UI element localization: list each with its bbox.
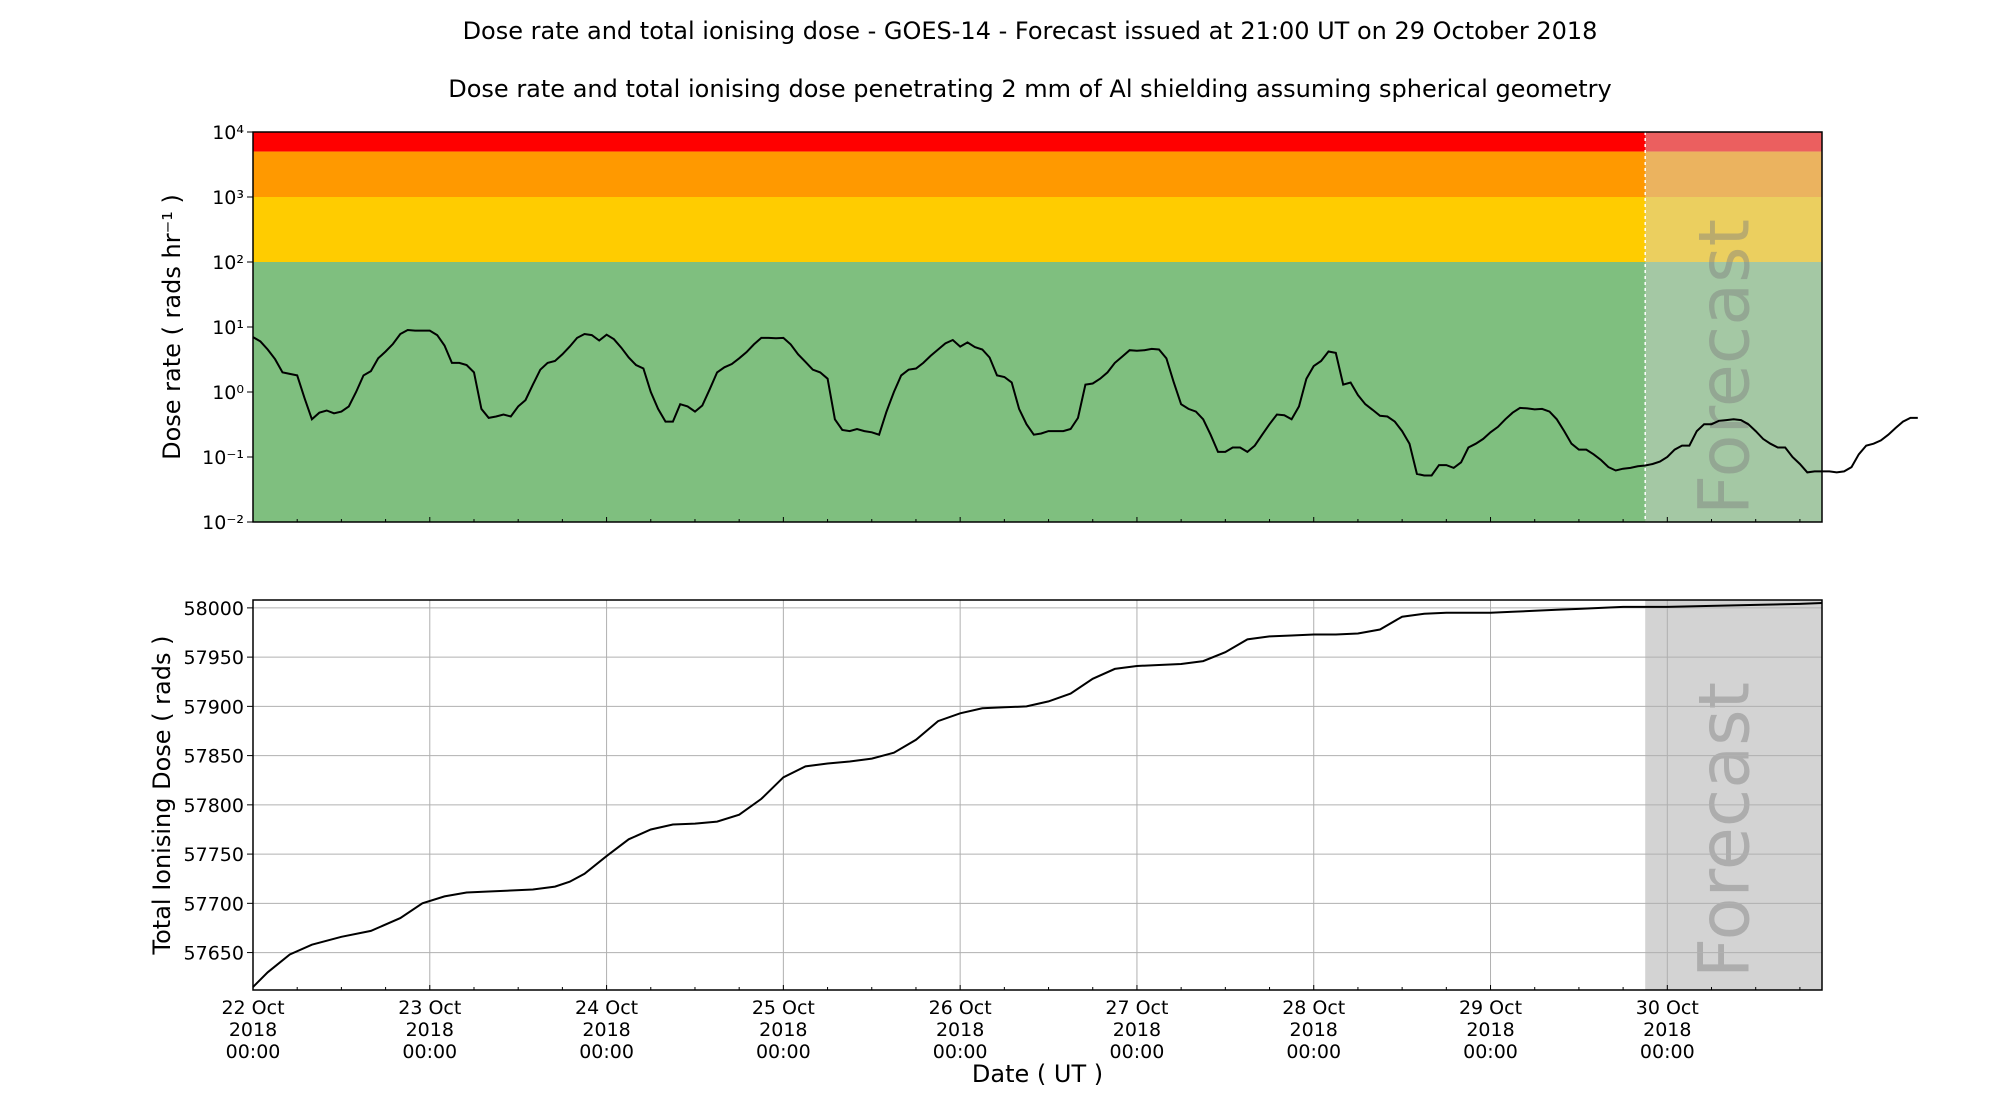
y-tick-label: 57650 (184, 943, 244, 965)
severity-band-1 (253, 151, 1822, 197)
x-tick-label-year: 2018 (229, 1019, 277, 1041)
x-tick-label-year: 2018 (406, 1019, 454, 1041)
y-tick-label: 58000 (184, 598, 244, 620)
x-tick-label-year: 2018 (936, 1019, 984, 1041)
x-tick-label-year: 2018 (582, 1019, 630, 1041)
total-dose-y-ticks: 57650 57700 57750 57800 57850 57900 57950 58000 (184, 598, 253, 965)
dose-rate-panel: Forecast 10⁻² 10⁻¹ 10⁰ 10¹ 10² 10³ 10⁴ Dose ra… (158, 122, 1918, 534)
x-tick-label-day: 26 Oct (929, 997, 992, 1019)
y-tick-label: 10³ (212, 187, 244, 209)
x-tick-label-day: 24 Oct (575, 997, 638, 1019)
y-tick-label: 10⁰ (212, 382, 244, 404)
y-tick-label: 10¹ (212, 317, 244, 339)
x-tick-label-year: 2018 (1643, 1019, 1691, 1041)
severity-bands (253, 132, 1822, 522)
date-x-label: Date ( UT ) (972, 1060, 1103, 1088)
x-tick-label-time: 00:00 (579, 1041, 634, 1063)
y-tick-label: 57900 (184, 696, 244, 718)
x-tick-label-time: 00:00 (756, 1041, 811, 1063)
total-dose-grid (252, 600, 1822, 990)
y-tick-label: 10⁻¹ (202, 447, 244, 469)
y-tick-label: 57700 (184, 893, 244, 915)
forecast-label-top: Forecast (1684, 219, 1766, 515)
y-tick-label: 10⁻² (202, 512, 244, 534)
forecast-shade-bottom (1645, 600, 1822, 990)
y-tick-label: 57850 (184, 746, 244, 768)
x-tick-label-day: 25 Oct (752, 997, 815, 1019)
x-tick-label-day: 23 Oct (398, 997, 461, 1019)
severity-band-3 (253, 262, 1822, 522)
x-tick-label-year: 2018 (759, 1019, 807, 1041)
dose-rate-series (252, 328, 1918, 477)
y-tick-label: 10² (212, 252, 244, 274)
x-tick-label-day: 30 Oct (1636, 997, 1699, 1019)
x-tick-label-year: 2018 (1113, 1019, 1161, 1041)
x-tick-label-time: 00:00 (1463, 1041, 1518, 1063)
severity-band-0 (253, 132, 1822, 152)
x-tick-label-time: 00:00 (1286, 1041, 1341, 1063)
chart-subtitle: Dose rate and total ionising dose penetr… (448, 75, 1612, 103)
x-tick-label-day: 27 Oct (1105, 997, 1168, 1019)
total-dose-axes-frame (252, 599, 1823, 991)
x-tick-label-year: 2018 (1290, 1019, 1338, 1041)
x-tick-label-day: 29 Oct (1459, 997, 1522, 1019)
total-dose-y-label: Total Ionising Dose ( rads ) (148, 636, 176, 956)
y-tick-label: 57750 (184, 844, 244, 866)
y-tick-label: 10⁴ (212, 122, 244, 144)
y-tick-label: 57800 (184, 795, 244, 817)
x-tick-label-time: 00:00 (226, 1041, 281, 1063)
forecast-label-bottom: Forecast (1684, 682, 1766, 978)
severity-band-2 (253, 197, 1822, 262)
x-tick-label-time: 00:00 (1110, 1041, 1165, 1063)
x-tick-label-day: 28 Oct (1282, 997, 1345, 1019)
total-dose-series (252, 602, 1823, 988)
x-tick-label-time: 00:00 (1640, 1041, 1695, 1063)
y-tick-label: 57950 (184, 647, 244, 669)
chart-title: Dose rate and total ionising dose - GOES… (463, 17, 1598, 45)
dose-rate-x-ticks (252, 517, 1801, 522)
x-tick-label-year: 2018 (1466, 1019, 1514, 1041)
x-tick-label-time: 00:00 (933, 1041, 988, 1063)
x-tick-label-day: 22 Oct (221, 997, 284, 1019)
dose-rate-y-label: Dose rate ( rads hr⁻¹ ) (158, 194, 186, 460)
total-dose-panel: Forecast 5765057700577505780057850579005… (148, 598, 1823, 1088)
x-tick-label-time: 00:00 (402, 1041, 457, 1063)
dose-rate-y-ticks: 10⁻² 10⁻¹ 10⁰ 10¹ 10² 10³ 10⁴ (202, 122, 253, 534)
